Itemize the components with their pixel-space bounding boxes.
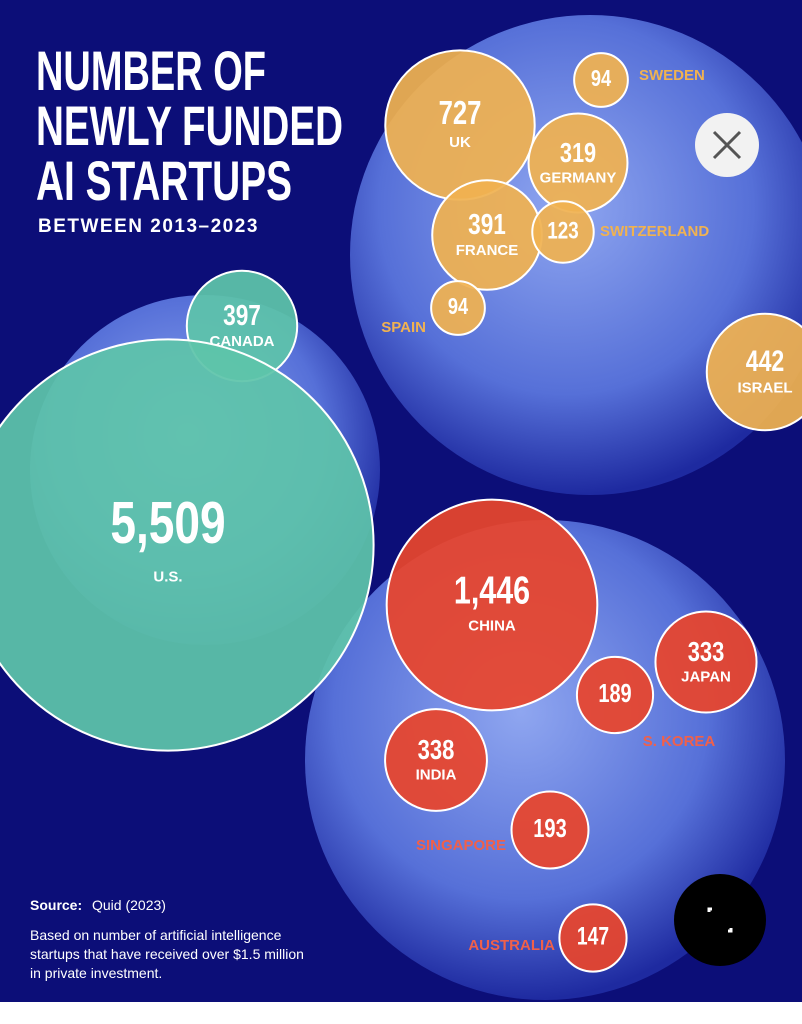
value-label: 189: [598, 678, 631, 707]
value-label: 94: [591, 66, 612, 92]
value-label: 94: [448, 294, 469, 320]
category-label: GERMANY: [540, 169, 617, 186]
expand-button[interactable]: [674, 874, 766, 966]
bubble: [0, 338, 375, 752]
bubble: [430, 280, 486, 336]
value-label: 147: [577, 922, 609, 950]
bubble: [575, 655, 655, 735]
value-label: 442: [746, 344, 785, 377]
value-label: 1,446: [454, 569, 530, 612]
category-label: ISRAEL: [737, 379, 792, 396]
source-label: Source:: [30, 897, 82, 913]
subtitle: BETWEEN 2013–2023: [38, 216, 259, 237]
value-label: 5,509: [110, 490, 225, 556]
category-label: CHINA: [468, 617, 516, 634]
category-label: CANADA: [210, 333, 275, 350]
category-label: U.S.: [153, 568, 182, 585]
bubble: [573, 52, 629, 108]
bubble: [384, 708, 488, 812]
category-label: SPAIN: [381, 319, 426, 336]
value-label: 333: [688, 636, 725, 667]
bubble: [385, 498, 599, 712]
source: Quid (2023): [92, 897, 166, 913]
category-label: SWEDEN: [639, 67, 705, 84]
title: AI STARTUPS: [36, 149, 292, 212]
note: Based on number of artificial intelligen…: [30, 927, 282, 943]
category-label: AUSTRALIA: [468, 937, 555, 954]
value-label: 319: [560, 137, 596, 168]
note: startups that have received over $1.5 mi…: [30, 946, 304, 962]
value-label: 193: [533, 813, 566, 842]
category-label: SINGAPORE: [416, 837, 506, 854]
value-label: 123: [547, 216, 578, 244]
note: in private investment.: [30, 965, 162, 981]
value-label: 727: [439, 95, 482, 132]
bubble: [531, 200, 595, 264]
value-label: 391: [468, 207, 506, 240]
title: NEWLY FUNDED: [36, 94, 343, 157]
bubble: [558, 903, 628, 973]
category-label: INDIA: [416, 766, 457, 783]
value-label: 397: [223, 298, 261, 331]
category-label: FRANCE: [456, 242, 519, 259]
title: NUMBER OF: [36, 39, 266, 102]
category-label: JAPAN: [681, 668, 731, 685]
category-label: S. KOREA: [643, 733, 716, 750]
bubble: [705, 312, 802, 432]
bubble: [510, 790, 590, 870]
category-label: SWITZERLAND: [600, 223, 709, 240]
category-label: UK: [449, 134, 471, 151]
close-button[interactable]: [695, 113, 759, 177]
bubble: [654, 610, 758, 714]
value-label: 338: [418, 734, 455, 765]
